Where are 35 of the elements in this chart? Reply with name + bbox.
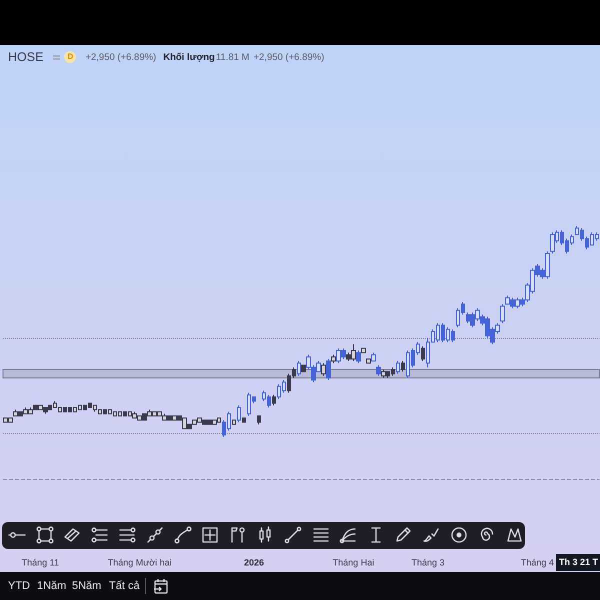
- candlestick: [421, 346, 425, 362]
- candlestick: [297, 360, 301, 376]
- candlestick: [232, 420, 236, 425]
- candlestick: [272, 394, 276, 406]
- text: HOSE: [8, 50, 44, 64]
- candlestick: [376, 364, 381, 376]
- x-tick-label: Tháng Hai: [332, 558, 374, 568]
- candlestick: [242, 418, 246, 423]
- candlestick: [237, 404, 241, 423]
- candlestick: [500, 304, 505, 324]
- candlestick: [257, 415, 261, 425]
- candlestick: [326, 358, 331, 381]
- candlestick: [301, 364, 306, 372]
- x-tick-label: Tháng 3: [411, 558, 445, 568]
- candlestick: [550, 232, 555, 254]
- x-tick-label: Tháng Mười hai: [108, 558, 172, 568]
- candlestick: [331, 354, 336, 364]
- candlestick: [401, 360, 405, 372]
- candlestick: [396, 360, 400, 374]
- text: Th 3 21 T: [556, 554, 600, 571]
- x-tick-label: Tháng 4: [520, 558, 554, 568]
- text: +2,950 (+6.89%): [85, 52, 156, 62]
- text: 11.81 M: [216, 52, 250, 62]
- candlestick: [371, 352, 376, 362]
- text: D: [64, 51, 76, 63]
- bottom-panel: YTD 1Năm 5Năm Tất cả: [0, 572, 600, 600]
- text: +2,950 (+6.89%): [253, 52, 324, 62]
- candlestick: [381, 368, 386, 378]
- text: Khối lượng: [163, 52, 215, 62]
- candlestick: [366, 358, 371, 364]
- x-tick-label: Tháng 11: [22, 558, 59, 568]
- candlestick: [321, 362, 326, 376]
- candlestick: [361, 348, 366, 354]
- candlestick: [356, 350, 361, 364]
- x-tick-label: 2026: [244, 558, 264, 568]
